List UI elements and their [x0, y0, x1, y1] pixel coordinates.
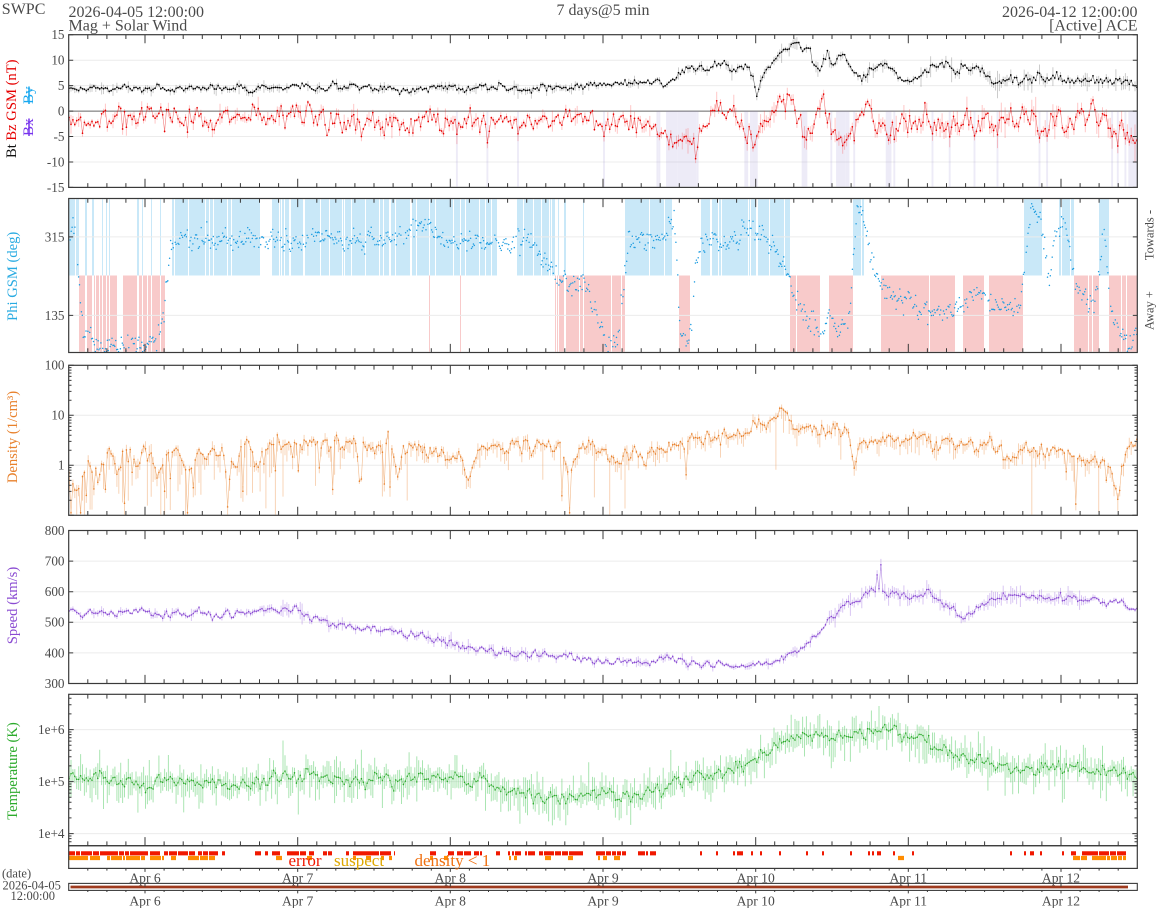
svg-text:density < 1: density < 1	[415, 851, 491, 870]
svg-text:5: 5	[58, 78, 65, 93]
svg-text:2026-04-12 12:00:00: 2026-04-12 12:00:00	[1002, 4, 1138, 21]
svg-text:error: error	[289, 851, 322, 870]
svg-text:12:00:00: 12:00:00	[11, 889, 55, 903]
svg-text:Phi GSM (deg): Phi GSM (deg)	[5, 232, 21, 321]
svg-text:Temperature (K): Temperature (K)	[5, 722, 21, 820]
svg-text:Apr 6: Apr 6	[129, 871, 161, 886]
svg-text:700: 700	[45, 554, 65, 569]
svg-text:Apr 8: Apr 8	[435, 893, 467, 908]
svg-text:(date): (date)	[2, 867, 31, 881]
svg-text:10: 10	[51, 408, 65, 423]
svg-text:Apr 7: Apr 7	[282, 893, 314, 908]
svg-text:1e+5: 1e+5	[38, 774, 65, 789]
svg-text:-10: -10	[47, 154, 65, 169]
svg-text:500: 500	[45, 615, 65, 630]
svg-text:Apr 12: Apr 12	[1042, 871, 1080, 886]
svg-text:800: 800	[45, 523, 65, 538]
svg-text:7 days@5 min: 7 days@5 min	[557, 2, 650, 19]
svg-text:1e+4: 1e+4	[38, 826, 65, 841]
svg-text:Apr 11: Apr 11	[889, 871, 927, 886]
svg-text:Apr 8: Apr 8	[435, 871, 467, 886]
svg-text:Apr 12: Apr 12	[1042, 893, 1080, 908]
svg-text:2026-04-05 12:00:00: 2026-04-05 12:00:00	[69, 4, 205, 21]
svg-text:[Active] ACE: [Active] ACE	[1049, 18, 1137, 35]
svg-text:Mag + Solar Wind: Mag + Solar Wind	[69, 18, 188, 35]
svg-text:-15: -15	[47, 180, 65, 195]
svg-text:600: 600	[45, 584, 65, 599]
svg-text:300: 300	[45, 676, 65, 691]
svg-text:By: By	[21, 86, 37, 104]
svg-text:Bt Bz GSM (nT): Bt Bz GSM (nT)	[4, 59, 20, 158]
svg-text:Apr 6: Apr 6	[129, 893, 161, 908]
svg-text:0: 0	[58, 104, 65, 119]
svg-text:1e+6: 1e+6	[38, 722, 65, 737]
svg-text:-5: -5	[54, 129, 65, 144]
svg-text:10: 10	[51, 53, 65, 68]
svg-text:Apr 9: Apr 9	[587, 871, 619, 886]
svg-text:135: 135	[45, 308, 65, 323]
svg-text:suspect: suspect	[334, 851, 384, 870]
svg-text:Apr 10: Apr 10	[737, 893, 775, 908]
svg-text:400: 400	[45, 645, 65, 660]
svg-text:100: 100	[45, 358, 65, 373]
svg-text:Away +: Away +	[1143, 291, 1157, 330]
svg-text:SWPC: SWPC	[2, 1, 46, 18]
svg-text:Towards -: Towards -	[1143, 210, 1157, 260]
svg-text:Apr 11: Apr 11	[889, 893, 927, 908]
svg-text:315: 315	[45, 229, 65, 244]
svg-text:2026-04-05: 2026-04-05	[3, 879, 61, 893]
svg-text:Bx: Bx	[21, 118, 37, 136]
svg-text:Apr 10: Apr 10	[737, 871, 775, 886]
svg-text:1: 1	[58, 458, 65, 473]
svg-text:Apr 7: Apr 7	[282, 871, 314, 886]
svg-text:Speed (km/s): Speed (km/s)	[5, 567, 21, 645]
svg-text:Density (1/cm³): Density (1/cm³)	[5, 391, 21, 483]
svg-text:15: 15	[51, 27, 65, 42]
svg-text:Apr 9: Apr 9	[587, 893, 619, 908]
